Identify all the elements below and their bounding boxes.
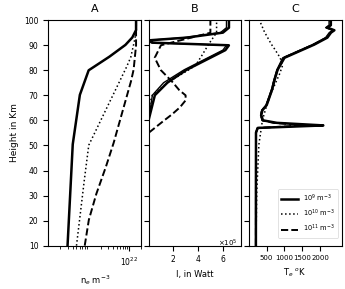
X-axis label: T$_e$ $^o$K: T$_e$ $^o$K <box>284 267 307 279</box>
Title: B: B <box>191 4 199 14</box>
Title: C: C <box>291 4 299 14</box>
Y-axis label: Height in Km: Height in Km <box>10 103 19 162</box>
Title: A: A <box>91 4 99 14</box>
X-axis label: n$_e$ m$^{-3}$: n$_e$ m$^{-3}$ <box>79 273 110 287</box>
Legend: 10$^9$ m$^{-3}$, 10$^{10}$ m$^{-3}$, 10$^{11}$ m$^{-3}$: 10$^9$ m$^{-3}$, 10$^{10}$ m$^{-3}$, 10$… <box>278 189 338 238</box>
Text: $\times 10^5$: $\times 10^5$ <box>218 238 238 249</box>
X-axis label: I, in Watt: I, in Watt <box>176 270 214 279</box>
